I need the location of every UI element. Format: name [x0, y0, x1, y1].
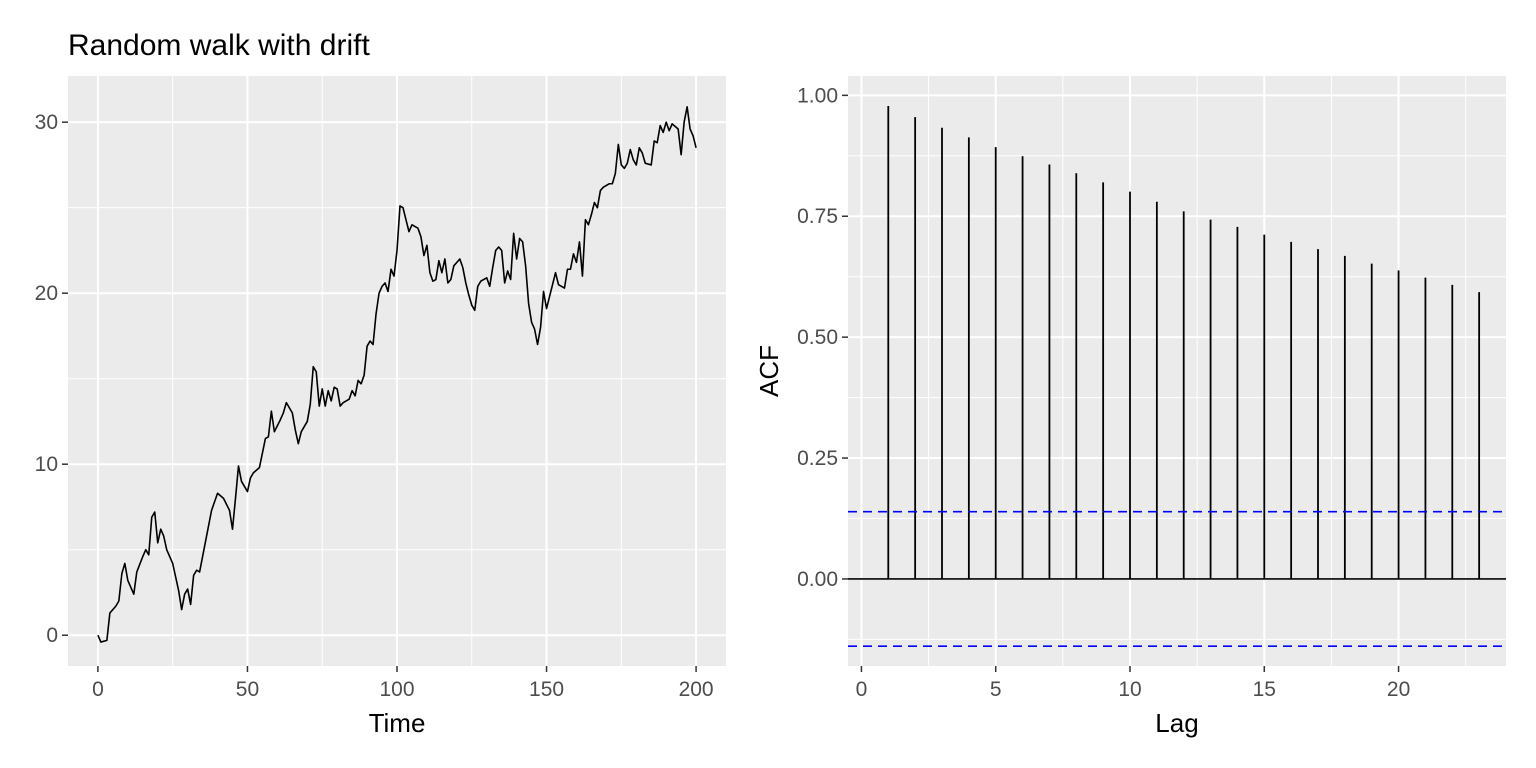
acf-y-tick-label: 0.25	[797, 447, 838, 470]
x-tick-label: 0	[92, 678, 104, 701]
acf-y-tick-label: 0.00	[797, 568, 838, 591]
x-tick-label: 100	[379, 678, 414, 701]
x-axis-title-lag: Lag	[1155, 708, 1198, 738]
acf-plot-background	[848, 76, 1506, 666]
acf-x-tick-label: 20	[1387, 678, 1410, 701]
y-tick-label: 10	[35, 453, 58, 476]
acf-x-ticks: 0 5 10 15 20	[856, 666, 1410, 701]
acf-y-tick-label: 0.75	[797, 205, 838, 228]
time-series-major-grid	[68, 76, 726, 666]
acf-y-tick-label: 0.50	[797, 326, 838, 349]
random-walk-series-line	[97, 105, 697, 643]
x-tick-label: 150	[529, 678, 564, 701]
y-tick-label: 20	[35, 282, 58, 305]
acf-y-tick-label: 1.00	[797, 84, 838, 107]
time-series-y-ticks: 0 10 20 30	[35, 111, 68, 647]
y-tick-label: 30	[35, 111, 58, 134]
acf-x-tick-label: 15	[1253, 678, 1276, 701]
y-tick-label: 0	[46, 624, 58, 647]
time-series-panel: Random walk with drift 0 10 20 30 0 50 100 150…	[35, 29, 726, 738]
acf-x-tick-label: 5	[990, 678, 1002, 701]
chart-title: Random walk with drift	[68, 29, 370, 62]
acf-x-tick-label: 10	[1118, 678, 1141, 701]
x-axis-title-time: Time	[369, 708, 426, 738]
acf-minor-grid	[848, 76, 1506, 666]
x-tick-label: 50	[236, 678, 259, 701]
time-series-x-ticks: 0 50 100 150 200	[92, 666, 714, 701]
acf-x-tick-label: 0	[856, 678, 868, 701]
x-tick-label: 200	[679, 678, 714, 701]
acf-panel: 0.00 0.25 0.50 0.75 1.00 0 5 10 15 20 Lag ACF	[754, 76, 1506, 738]
y-axis-title-acf: ACF	[754, 345, 784, 397]
acf-y-ticks: 0.00 0.25 0.50 0.75 1.00	[797, 84, 848, 591]
